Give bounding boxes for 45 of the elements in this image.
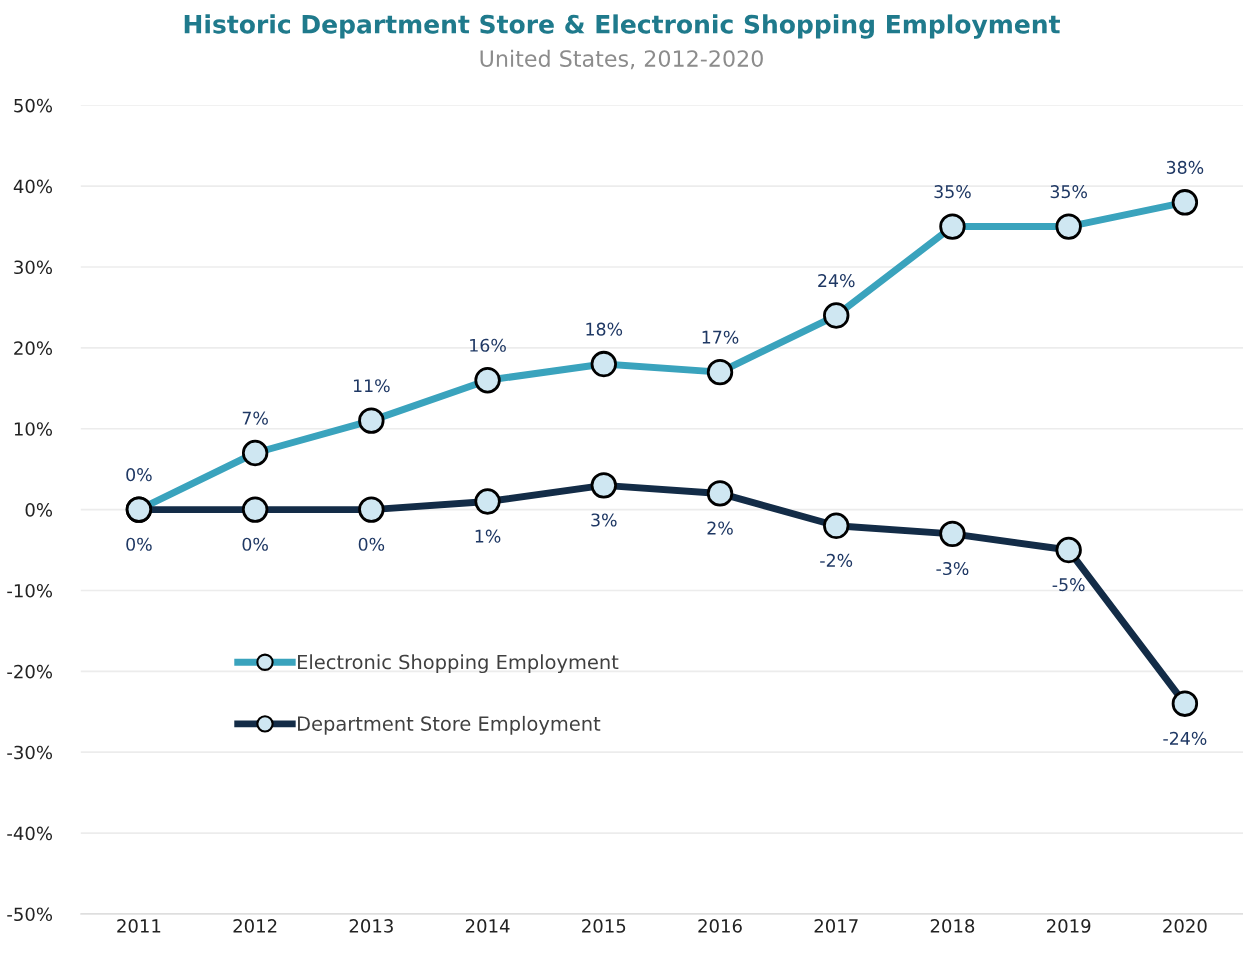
y-tick-label: -20% bbox=[7, 664, 53, 679]
chart-title: Historic Department Store & Electronic Shopping Employment bbox=[184, 14, 1060, 39]
data-label: 35% bbox=[1050, 185, 1087, 199]
x-tick-label: 2020 bbox=[1163, 919, 1207, 933]
data-label: -5% bbox=[1052, 578, 1085, 592]
data-label: -2% bbox=[820, 553, 853, 567]
x-tick-label: 2015 bbox=[582, 919, 626, 933]
data-label: 1% bbox=[475, 529, 501, 543]
legend-label: Electronic Shopping Employment bbox=[298, 654, 619, 674]
data-label: 2% bbox=[707, 521, 733, 535]
x-tick-label: 2018 bbox=[930, 919, 975, 933]
x-tick-label: 2017 bbox=[814, 919, 858, 933]
x-tick-label: 2013 bbox=[349, 919, 393, 933]
y-tick-label: 20% bbox=[14, 341, 53, 355]
y-tick-label: -30% bbox=[7, 745, 53, 760]
x-tick-label: 2011 bbox=[117, 919, 161, 933]
y-tick-label: -50% bbox=[7, 907, 53, 922]
data-label: 38% bbox=[1166, 160, 1204, 174]
x-tick-label: 2019 bbox=[1047, 919, 1091, 933]
data-label: 11% bbox=[353, 379, 390, 393]
data-label: 24% bbox=[818, 274, 855, 288]
data-label: 0% bbox=[126, 537, 152, 551]
data-label: 0% bbox=[126, 468, 152, 482]
x-tick-label: 2016 bbox=[698, 919, 742, 933]
data-label: -3% bbox=[936, 561, 969, 576]
x-tick-label: 2014 bbox=[465, 919, 510, 933]
y-tick-label: -10% bbox=[7, 583, 53, 598]
data-label: 17% bbox=[702, 330, 739, 344]
x-tick-label: 2012 bbox=[233, 919, 277, 933]
data-label: 7% bbox=[242, 411, 268, 425]
legend-label: Department Store Employment bbox=[298, 715, 601, 735]
data-label: 0% bbox=[358, 537, 385, 551]
y-tick-label: -40% bbox=[7, 826, 53, 841]
data-label: 35% bbox=[934, 185, 971, 199]
data-label: 0% bbox=[242, 537, 268, 551]
data-label: -24% bbox=[1163, 731, 1207, 745]
y-tick-label: 30% bbox=[14, 260, 53, 275]
y-tick-label: 50% bbox=[14, 98, 53, 113]
data-label: 3% bbox=[591, 513, 617, 527]
y-tick-label: 0% bbox=[25, 503, 53, 517]
y-tick-label: 10% bbox=[14, 422, 53, 436]
data-label: 18% bbox=[586, 322, 623, 336]
y-tick-label: 40% bbox=[13, 179, 53, 194]
chart-subtitle: United States, 2012-2020 bbox=[480, 49, 763, 70]
data-label: 16% bbox=[470, 338, 506, 352]
